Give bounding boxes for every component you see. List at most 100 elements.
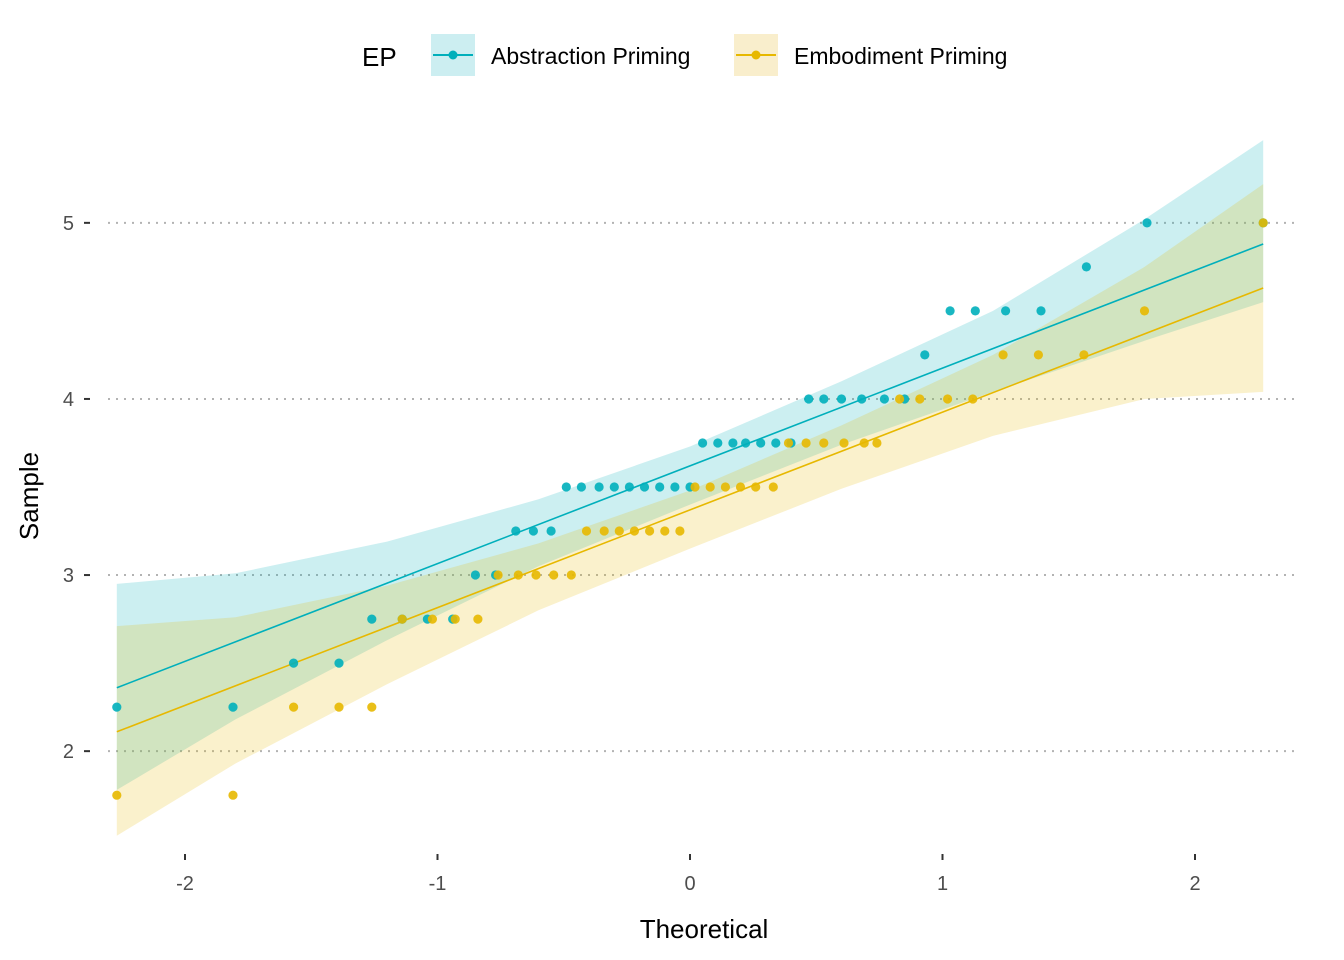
legend-label-abstraction: Abstraction Priming: [491, 43, 690, 69]
point-abstraction-16: [609, 482, 619, 492]
x-tick-label-0: 0: [684, 873, 695, 895]
x-tick-label-2: 2: [1189, 873, 1200, 895]
point-embodiment-22: [705, 482, 715, 492]
point-embodiment-14: [581, 526, 592, 536]
point-embodiment-34: [915, 394, 925, 404]
point-embodiment-25: [751, 482, 761, 492]
reference-lines: [116, 243, 1264, 733]
point-abstraction-20: [670, 482, 680, 492]
point-abstraction-22: [698, 438, 708, 448]
point-abstraction-25: [741, 438, 751, 448]
point-abstraction-38: [1001, 306, 1011, 316]
point-embodiment-4: [367, 702, 377, 712]
point-embodiment-7: [450, 614, 460, 624]
point-abstraction-4: [367, 614, 377, 624]
legend-entry-abstraction: Abstraction Priming: [431, 34, 690, 76]
point-embodiment-0: [112, 790, 122, 800]
y-tick-label-5: 5: [63, 213, 74, 235]
point-embodiment-13: [566, 570, 576, 580]
point-embodiment-28: [801, 438, 811, 448]
point-embodiment-26: [768, 482, 778, 492]
point-abstraction-13: [561, 482, 571, 492]
point-abstraction-23: [713, 438, 723, 448]
reference-line-abstraction: [116, 243, 1264, 689]
point-embodiment-41: [1258, 218, 1268, 228]
point-abstraction-30: [819, 394, 829, 404]
point-abstraction-39: [1036, 306, 1046, 316]
point-embodiment-39: [1079, 350, 1089, 360]
point-abstraction-17: [624, 482, 635, 492]
point-abstraction-36: [945, 306, 955, 316]
y-tick-label-2: 2: [63, 741, 74, 763]
point-abstraction-12: [546, 526, 556, 536]
x-axis-title: Theoretical: [640, 914, 769, 944]
point-embodiment-29: [819, 438, 829, 448]
point-embodiment-8: [473, 614, 483, 624]
legend-title: EP: [362, 42, 397, 72]
point-embodiment-11: [531, 570, 541, 580]
y-tick-label-3: 3: [63, 565, 74, 587]
point-abstraction-0: [112, 702, 122, 712]
point-embodiment-18: [645, 526, 655, 536]
point-abstraction-40: [1081, 262, 1091, 272]
legend: EP Abstraction Priming Embodiment Primin…: [362, 34, 1007, 76]
point-abstraction-8: [470, 570, 480, 580]
point-abstraction-29: [804, 394, 814, 404]
legend-key-dot-embodiment: [751, 50, 761, 60]
point-embodiment-24: [735, 482, 746, 492]
data-points: [112, 218, 1268, 800]
point-abstraction-26: [756, 438, 766, 448]
point-embodiment-15: [599, 526, 609, 536]
point-abstraction-33: [879, 394, 890, 404]
point-embodiment-17: [629, 526, 640, 536]
point-embodiment-31: [859, 438, 869, 448]
point-abstraction-27: [771, 438, 781, 448]
point-embodiment-21: [690, 482, 700, 492]
legend-entry-embodiment: Embodiment Priming: [734, 34, 1007, 76]
x-tick-label-1: 1: [937, 873, 948, 895]
point-embodiment-27: [783, 438, 794, 448]
confidence-band-abstraction: [116, 140, 1264, 790]
point-embodiment-36: [968, 394, 978, 404]
point-abstraction-11: [528, 526, 539, 536]
point-embodiment-6: [427, 614, 437, 624]
point-abstraction-37: [970, 306, 980, 316]
point-abstraction-14: [576, 482, 587, 492]
point-abstraction-31: [836, 394, 847, 404]
x-tick-label--2: -2: [176, 873, 194, 895]
point-embodiment-10: [513, 570, 523, 580]
point-abstraction-18: [639, 482, 650, 492]
y-tick-label-4: 4: [63, 389, 74, 411]
point-embodiment-16: [614, 526, 624, 536]
point-abstraction-35: [920, 350, 930, 360]
point-embodiment-3: [334, 702, 344, 712]
point-embodiment-37: [998, 350, 1008, 360]
axes: -2 -1 0 1 2 2 3 4 5: [63, 213, 1201, 895]
point-embodiment-32: [872, 438, 882, 448]
point-embodiment-20: [675, 526, 685, 536]
point-embodiment-23: [720, 482, 731, 492]
point-abstraction-24: [728, 438, 738, 448]
point-embodiment-2: [289, 702, 299, 712]
x-tick-label--1: -1: [429, 873, 447, 895]
point-abstraction-1: [228, 702, 238, 712]
legend-key-dot-abstraction: [448, 50, 458, 60]
point-abstraction-19: [655, 482, 665, 492]
grid-lines: [108, 221, 1296, 753]
point-abstraction-41: [1142, 218, 1152, 228]
reference-line-embodiment: [116, 287, 1264, 733]
point-abstraction-10: [511, 526, 521, 536]
point-abstraction-3: [334, 658, 344, 668]
point-embodiment-33: [895, 394, 905, 404]
point-embodiment-12: [549, 570, 559, 580]
point-embodiment-35: [943, 394, 953, 404]
legend-label-embodiment: Embodiment Priming: [794, 43, 1007, 69]
point-embodiment-38: [1033, 350, 1043, 360]
point-abstraction-32: [857, 394, 867, 404]
point-embodiment-5: [397, 614, 407, 624]
point-abstraction-2: [289, 658, 299, 668]
point-embodiment-40: [1139, 306, 1150, 316]
point-embodiment-19: [660, 526, 670, 536]
point-embodiment-1: [228, 790, 238, 800]
